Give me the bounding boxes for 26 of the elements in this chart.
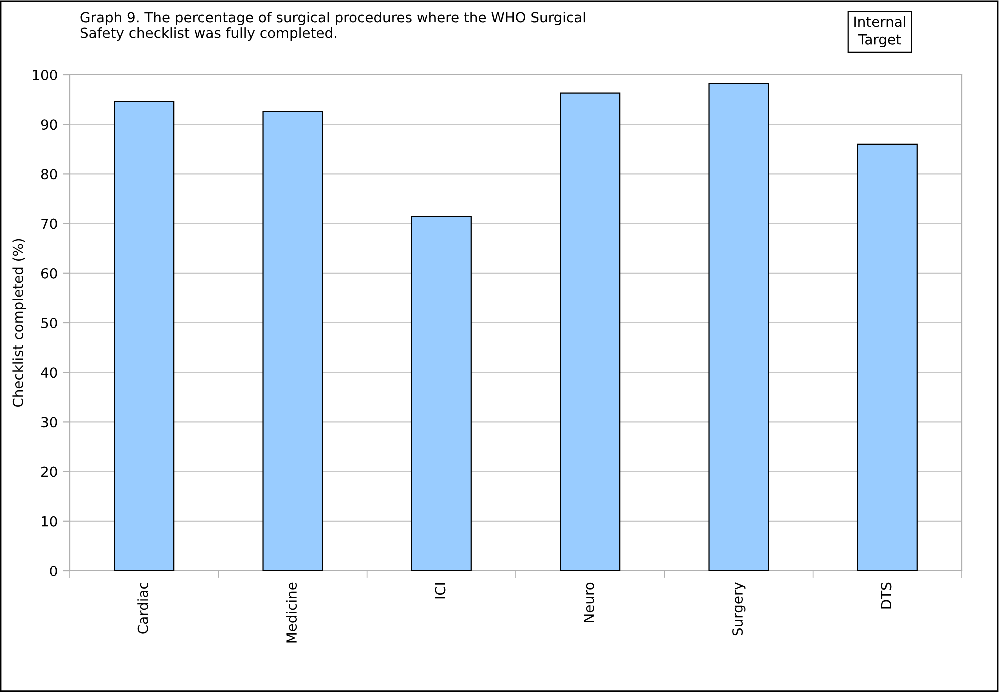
x-tick-label: Surgery: [732, 582, 746, 636]
chart-title: Graph 9. The percentage of surgical procedures where the WHO Surgical Safety checklist was fully completed.: [80, 12, 586, 41]
y-tick-label: 80: [41, 169, 58, 180]
y-tick-label: 10: [42, 516, 58, 527]
x-tick-label: Neuro: [584, 582, 594, 622]
y-tick-label: 40: [41, 368, 58, 378]
text: Internal Target: [854, 16, 906, 48]
y-tick-label: 50: [42, 318, 58, 328]
y-tick-label: 60: [41, 268, 58, 279]
y-tick-label: 90: [41, 120, 58, 130]
y-tick-label: 100: [33, 70, 58, 80]
y-tick-label: 20: [42, 466, 58, 478]
bar: [560, 92, 621, 571]
bar: [708, 83, 770, 571]
bar: [262, 111, 324, 571]
x-tick-label: Medicine: [286, 582, 298, 643]
y-tick-label: 30: [42, 417, 58, 428]
bar: [857, 144, 918, 571]
y-tick-label: 70: [42, 218, 58, 230]
y-tick-label: 0: [50, 566, 58, 576]
x-tick-label: ICI: [435, 583, 446, 599]
bar: [114, 101, 175, 571]
bar: [411, 216, 472, 571]
y-axis-title: Checklist completed (%): [12, 239, 26, 408]
x-tick-label: DTS: [881, 582, 892, 609]
x-tick-label: Cardiac: [138, 582, 148, 634]
